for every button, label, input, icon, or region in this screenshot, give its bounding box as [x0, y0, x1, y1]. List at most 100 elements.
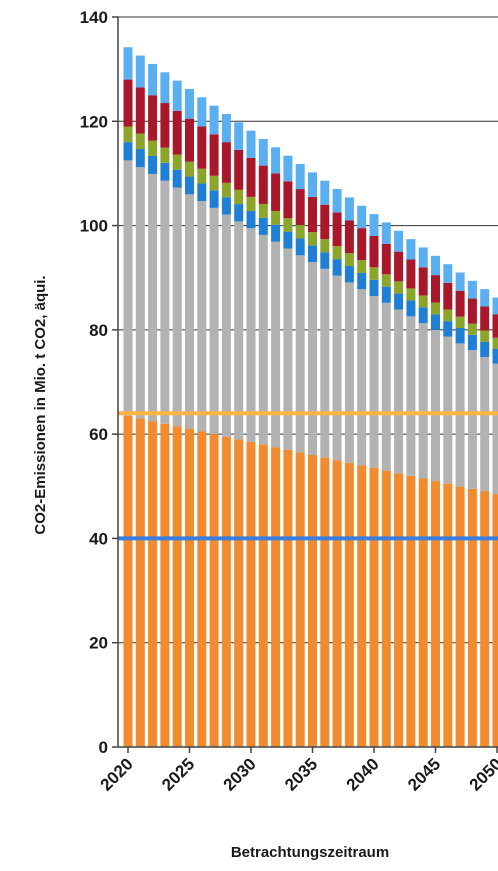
bar-segment-s2 — [148, 174, 157, 421]
bar-segment-s4 — [197, 169, 206, 184]
bar-segment-s5 — [382, 244, 391, 275]
bar-segment-s1 — [431, 481, 440, 747]
x-tick-label: 2050 — [466, 754, 498, 794]
bar-segment-s3 — [456, 328, 465, 343]
bar-segment-s5 — [431, 275, 440, 302]
bar-segment-s1 — [259, 445, 268, 747]
bar-segment-s5 — [443, 283, 452, 310]
bar-segment-s1 — [443, 484, 452, 747]
bar-segment-s1 — [320, 458, 329, 747]
bar-segment-s3 — [296, 239, 305, 256]
bar-segment-s1 — [234, 439, 243, 747]
bar-segment-s4 — [160, 148, 169, 163]
bar-segment-s1 — [173, 426, 182, 747]
bar-segment-s4 — [357, 260, 366, 273]
bar-segment-s5 — [345, 220, 354, 253]
bar-segment-s6 — [308, 172, 317, 197]
bar-segment-s5 — [493, 314, 498, 337]
x-tick-label: 2020 — [97, 754, 137, 794]
bar-segment-s4 — [394, 281, 403, 293]
bar-segment-s2 — [382, 303, 391, 471]
bar-segment-s5 — [247, 158, 256, 197]
bar-segment-s3 — [370, 280, 379, 296]
bar-segment-s3 — [197, 183, 206, 201]
bar-segment-s5 — [333, 213, 342, 247]
bar-segment-s6 — [394, 231, 403, 252]
bar-segment-s6 — [480, 289, 489, 306]
bar-segment-s5 — [357, 228, 366, 260]
y-tick-label: 80 — [89, 321, 108, 340]
bar-segment-s4 — [271, 211, 280, 225]
bar-segment-s5 — [210, 134, 219, 175]
bar-segment-s6 — [419, 247, 428, 267]
bar-segment-s6 — [148, 64, 157, 95]
stacked-bars — [124, 47, 498, 747]
bar-segment-s1 — [222, 437, 231, 747]
bar-segment-s4 — [308, 232, 317, 245]
bar-segment-s1 — [382, 471, 391, 747]
bar-segment-s5 — [480, 306, 489, 330]
bar-segment-s4 — [124, 127, 133, 143]
y-tick-label: 140 — [80, 8, 108, 27]
bar-segment-s3 — [333, 259, 342, 275]
bar-segment-s2 — [431, 330, 440, 481]
bar-segment-s1 — [185, 429, 194, 747]
bar-segment-s5 — [308, 197, 317, 232]
y-tick-label: 100 — [80, 217, 108, 236]
bar-segment-s4 — [493, 338, 498, 349]
bar-segment-s5 — [406, 259, 415, 288]
bar-segment-s2 — [124, 160, 133, 416]
bar-segment-s6 — [259, 139, 268, 166]
bar-segment-s4 — [480, 331, 489, 342]
bar-segment-s4 — [370, 267, 379, 280]
y-axis-title: CO2-Emissionen in Mio. t CO2, äqui. — [32, 275, 49, 534]
bar-segment-s4 — [296, 225, 305, 238]
bar-segment-s1 — [357, 465, 366, 747]
bar-segment-s3 — [148, 156, 157, 174]
bar-segment-s1 — [370, 468, 379, 747]
bar-segment-s4 — [283, 218, 292, 232]
bar-segment-s4 — [222, 183, 231, 197]
bar-segment-s2 — [136, 167, 145, 418]
bar-segment-s3 — [419, 307, 428, 323]
bar-segment-s4 — [148, 141, 157, 156]
bar-segment-s1 — [160, 424, 169, 747]
bar-segment-s1 — [197, 432, 206, 747]
bar-segment-s1 — [247, 442, 256, 747]
bar-segment-s1 — [283, 450, 292, 747]
bar-segment-s6 — [124, 47, 133, 79]
bar-segment-s1 — [480, 492, 489, 748]
bar-segment-s6 — [456, 273, 465, 291]
bar-segment-s3 — [443, 321, 452, 337]
bar-segment-s5 — [234, 150, 243, 190]
bar-segment-s2 — [357, 289, 366, 465]
x-tick-label: 2030 — [220, 754, 260, 794]
bar-segment-s2 — [296, 255, 305, 452]
bar-segment-s6 — [247, 131, 256, 158]
bar-segment-s1 — [468, 489, 477, 747]
bar-segment-s2 — [480, 357, 489, 492]
bar-segment-s4 — [333, 246, 342, 259]
bar-segment-s6 — [345, 197, 354, 220]
bar-segment-s3 — [124, 142, 133, 160]
bar-segment-s2 — [345, 282, 354, 462]
bar-segment-s4 — [443, 310, 452, 322]
bar-segment-s3 — [160, 163, 169, 181]
bar-segment-s5 — [271, 173, 280, 211]
bar-segment-s6 — [357, 206, 366, 228]
bar-segment-s1 — [345, 463, 354, 747]
bar-segment-s3 — [468, 335, 477, 350]
bar-segment-s1 — [271, 447, 280, 747]
bar-segment-s5 — [419, 267, 428, 295]
bar-segment-s3 — [431, 314, 440, 330]
bar-segment-s6 — [271, 147, 280, 173]
bar-segment-s3 — [210, 190, 219, 208]
bar-segment-s1 — [296, 452, 305, 747]
bar-segment-s3 — [222, 197, 231, 214]
bar-segment-s5 — [173, 111, 182, 155]
bar-segment-s6 — [333, 189, 342, 212]
bar-segment-s4 — [210, 176, 219, 191]
bar-segment-s2 — [443, 337, 452, 484]
bar-segment-s6 — [160, 72, 169, 103]
